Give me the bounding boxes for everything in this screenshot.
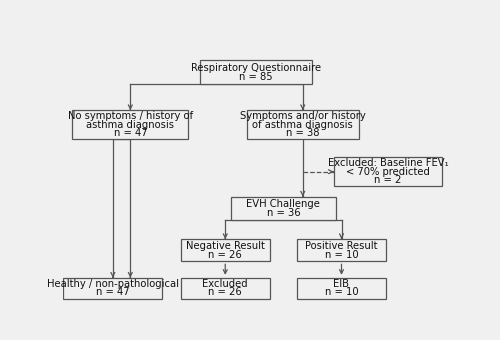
Text: < 70% predicted: < 70% predicted <box>346 167 430 177</box>
Text: EVH Challenge: EVH Challenge <box>246 199 320 209</box>
Text: n = 47: n = 47 <box>96 287 130 298</box>
Text: Negative Result: Negative Result <box>186 241 264 251</box>
Text: n = 85: n = 85 <box>240 72 273 82</box>
Text: EIB: EIB <box>334 279 349 289</box>
Text: n = 38: n = 38 <box>286 128 320 138</box>
Text: Symptoms and/or history: Symptoms and/or history <box>240 111 366 121</box>
Text: No symptoms / history of: No symptoms / history of <box>68 111 193 121</box>
Text: Positive Result: Positive Result <box>305 241 378 251</box>
Text: n = 10: n = 10 <box>324 250 358 260</box>
Bar <box>180 278 270 299</box>
Bar <box>297 278 386 299</box>
Text: Respiratory Questionnaire: Respiratory Questionnaire <box>191 63 322 72</box>
Bar <box>72 110 188 139</box>
Text: n = 26: n = 26 <box>208 287 242 298</box>
Text: n = 47: n = 47 <box>114 128 147 138</box>
Text: of asthma diagnosis: of asthma diagnosis <box>252 120 353 130</box>
Bar <box>231 197 336 220</box>
Bar <box>64 278 162 299</box>
Text: Excluded: Baseline FEV₁: Excluded: Baseline FEV₁ <box>328 158 448 169</box>
Bar <box>180 239 270 261</box>
Text: n = 26: n = 26 <box>208 250 242 260</box>
Text: Healthy / non-pathological: Healthy / non-pathological <box>47 279 179 289</box>
Text: n = 10: n = 10 <box>324 287 358 298</box>
Bar <box>200 61 312 84</box>
Text: asthma diagnosis: asthma diagnosis <box>86 120 174 130</box>
Text: n = 36: n = 36 <box>266 208 300 218</box>
Text: Excluded: Excluded <box>202 279 248 289</box>
Bar <box>297 239 386 261</box>
Bar <box>334 157 442 186</box>
Bar <box>246 110 359 139</box>
Text: n = 2: n = 2 <box>374 175 402 185</box>
